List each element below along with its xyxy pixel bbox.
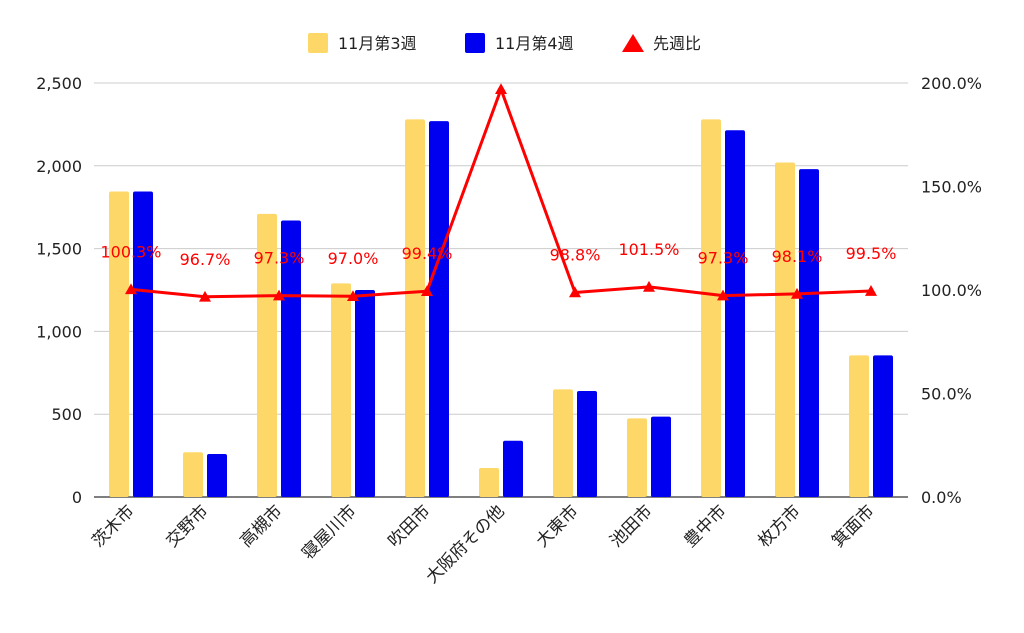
ratio-point bbox=[791, 287, 803, 299]
legend-marker-series-3 bbox=[622, 34, 644, 52]
ratio-line-path bbox=[130, 87, 872, 299]
bar-series-2 bbox=[577, 391, 597, 497]
left-tick-label: 2,500 bbox=[36, 74, 82, 93]
legend-swatch-series-1 bbox=[308, 33, 328, 53]
category-label: 大阪府その他 bbox=[422, 501, 508, 587]
bar-series-2 bbox=[651, 416, 671, 497]
ratio-point bbox=[199, 290, 211, 302]
bar-series-1 bbox=[183, 452, 203, 497]
ratio-point bbox=[125, 283, 137, 295]
left-tick-label: 1,500 bbox=[36, 240, 82, 259]
data-labels: 100.3% 96.7% 97.3% 97.0% 99.4% 98.8% 101.5% 97.… bbox=[100, 240, 896, 269]
ratio-data-label: 96.7% bbox=[180, 250, 231, 269]
category-label: 寝屋川市 bbox=[298, 501, 361, 564]
left-tick-label: 500 bbox=[51, 405, 82, 424]
ratio-point bbox=[643, 280, 655, 292]
ratio-point bbox=[569, 286, 581, 298]
bar-series-2 bbox=[873, 355, 893, 497]
bar-series-1 bbox=[849, 355, 869, 497]
right-y-axis: 0.0% 50.0% 100.0% 150.0% 200.0% bbox=[921, 74, 982, 507]
right-tick-label: 200.0% bbox=[921, 74, 982, 93]
legend-label-series-3: 先週比 bbox=[653, 34, 701, 53]
left-tick-label: 2,000 bbox=[36, 157, 82, 176]
category-label: 交野市 bbox=[162, 501, 212, 551]
ratio-point bbox=[347, 290, 359, 302]
legend-swatch-series-2 bbox=[465, 33, 485, 53]
ratio-data-label: 99.5% bbox=[846, 244, 897, 263]
bar-series-1 bbox=[405, 119, 425, 497]
bar-series-1 bbox=[331, 283, 351, 497]
ratio-point bbox=[495, 83, 507, 95]
bar-series-2 bbox=[429, 121, 449, 497]
bar-series-2 bbox=[207, 453, 227, 497]
right-tick-label: 150.0% bbox=[921, 178, 982, 197]
ratio-point bbox=[717, 289, 729, 301]
category-label: 池田市 bbox=[606, 501, 656, 551]
left-tick-label: 0 bbox=[72, 488, 82, 507]
left-tick-label: 1,000 bbox=[36, 322, 82, 341]
bar-series-1 bbox=[701, 119, 721, 497]
category-label: 吹田市 bbox=[384, 501, 434, 551]
ratio-data-label: 97.0% bbox=[328, 249, 379, 268]
bars bbox=[109, 119, 893, 498]
category-label: 大東市 bbox=[532, 501, 582, 551]
gridlines bbox=[94, 82, 908, 498]
bar-series-2 bbox=[133, 191, 153, 497]
ratio-data-label: 97.3% bbox=[254, 249, 305, 268]
ratio-data-label: 100.3% bbox=[100, 242, 161, 261]
bar-series-1 bbox=[627, 418, 647, 497]
legend: 11月第3週 11月第4週 先週比 bbox=[308, 33, 701, 53]
category-label: 茨木市 bbox=[88, 501, 138, 551]
ratio-data-label: 98.1% bbox=[772, 247, 823, 266]
category-label: 箕面市 bbox=[828, 501, 878, 551]
bar-series-1 bbox=[109, 191, 129, 497]
bar-series-1 bbox=[775, 162, 795, 497]
ratio-point bbox=[421, 285, 433, 297]
bar-series-2 bbox=[355, 290, 375, 497]
category-label: 豊中市 bbox=[680, 501, 730, 551]
right-tick-label: 50.0% bbox=[921, 385, 972, 404]
bar-series-2 bbox=[799, 169, 819, 497]
category-label: 高槻市 bbox=[236, 501, 286, 551]
ratio-data-label: 101.5% bbox=[618, 240, 679, 259]
category-label: 枚方市 bbox=[754, 501, 804, 551]
ratio-point bbox=[865, 285, 877, 296]
ratio-point bbox=[273, 289, 285, 301]
left-y-axis: 0 500 1,000 1,500 2,000 2,500 bbox=[36, 74, 82, 507]
ratio-line bbox=[125, 83, 877, 302]
bar-series-2 bbox=[503, 440, 523, 497]
bar-series-2 bbox=[725, 130, 745, 498]
bar-series-1 bbox=[553, 389, 573, 497]
ratio-data-label: 98.8% bbox=[550, 245, 601, 264]
legend-label-series-2: 11月第4週 bbox=[495, 34, 574, 53]
right-tick-label: 100.0% bbox=[921, 281, 982, 300]
right-tick-label: 0.0% bbox=[921, 488, 962, 507]
bar-series-2 bbox=[281, 220, 301, 497]
bar-series-1 bbox=[257, 213, 277, 497]
ratio-data-label: 97.3% bbox=[698, 249, 749, 268]
legend-label-series-1: 11月第3週 bbox=[338, 34, 417, 53]
bar-series-1 bbox=[479, 468, 499, 497]
ratio-data-label: 99.4% bbox=[402, 244, 453, 263]
